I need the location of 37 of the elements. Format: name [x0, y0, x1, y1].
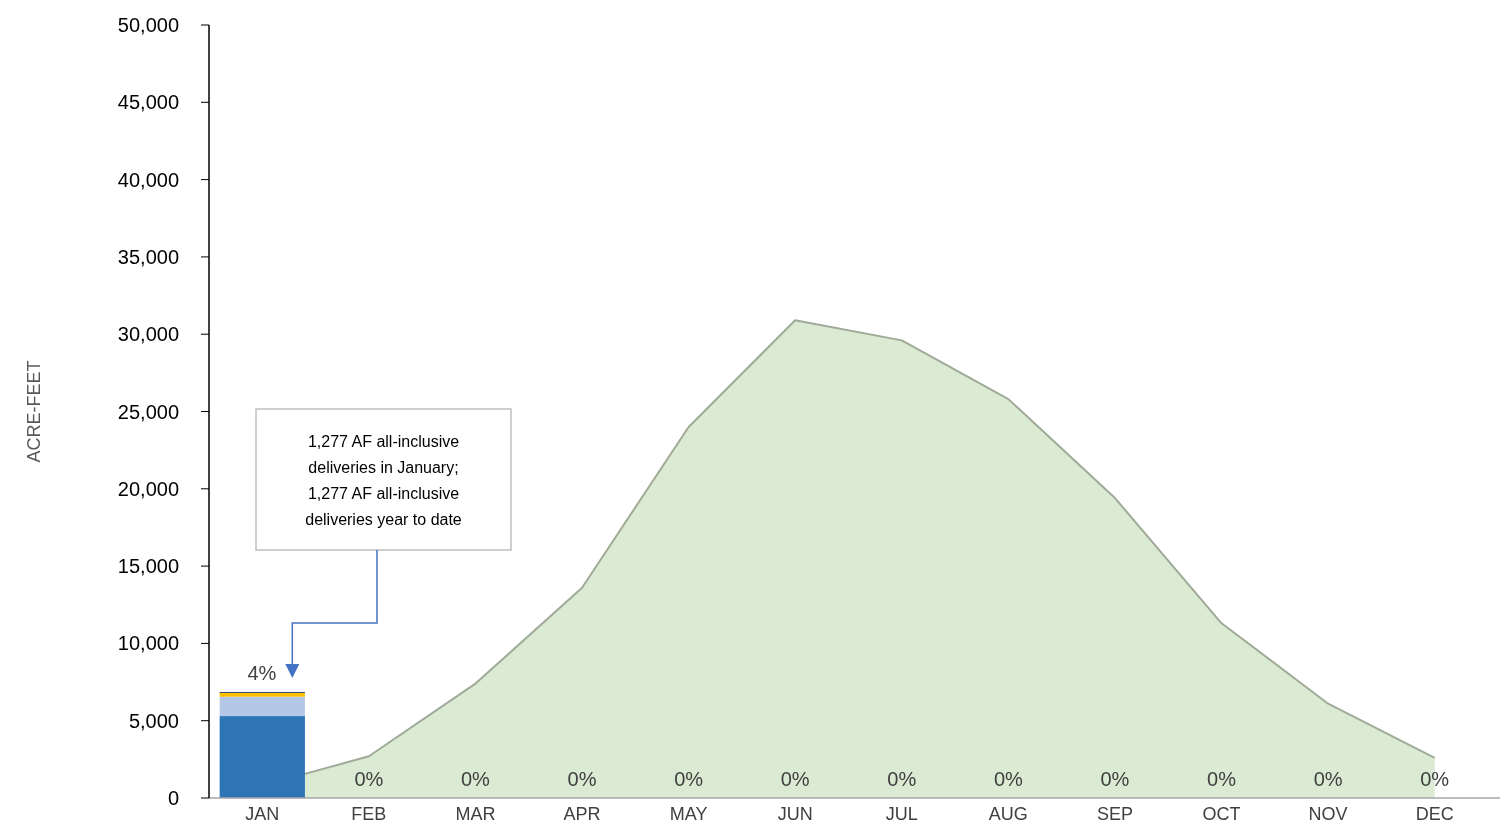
- annotation: 0%: [1207, 768, 1237, 790]
- annotation: 0%: [993, 768, 1024, 790]
- y-tick-label: 0: [167, 787, 179, 809]
- x-tick-label: JUN: [777, 804, 813, 823]
- x-tick-label: MAY: [669, 804, 708, 823]
- x-tick-label: DEC: [1415, 804, 1454, 823]
- annotation: 0%: [1100, 768, 1130, 790]
- y-tick-label: 40,000: [117, 168, 179, 191]
- x-tick-label: MAR: [455, 804, 496, 823]
- y-tick-label: 10,000: [117, 632, 179, 655]
- annotation: 4%: [247, 661, 277, 684]
- annotation: 0%: [1313, 768, 1343, 790]
- y-tick-label: 5,000: [128, 709, 179, 732]
- y-tick-label: 20,000: [117, 477, 179, 500]
- annotation: 0%: [354, 768, 384, 790]
- x-tick-label: JAN: [245, 804, 280, 823]
- x-tick-label: FEB: [351, 804, 387, 823]
- x-tick-label: OCT: [1202, 804, 1241, 823]
- annotation: 0%: [1420, 768, 1450, 790]
- y-tick-label: 15,000: [117, 555, 179, 578]
- y-tick-label: 25,000: [117, 400, 179, 423]
- annotation: 0%: [567, 768, 597, 790]
- x-tick-label: JUL: [885, 804, 918, 823]
- annotation: 1,277 AF all-inclusive deliveries in January; 1,277 AF all-inclusive deliveries year to date: [305, 433, 462, 528]
- x-tick-label: AUG: [988, 804, 1028, 823]
- x-tick-label: APR: [563, 804, 601, 823]
- annotation: 0%: [674, 768, 704, 790]
- y-tick-label: 50,000: [117, 14, 179, 36]
- annotation: 0%: [780, 768, 810, 790]
- annotation: 0%: [887, 768, 917, 790]
- x-tick-label: NOV: [1308, 804, 1348, 823]
- x-tick-label: SEP: [1096, 804, 1133, 823]
- y-tick-label: 30,000: [117, 323, 179, 346]
- annotation: 0%: [461, 768, 491, 790]
- y-tick-label: 45,000: [117, 91, 179, 114]
- y-axis-title: ACRE-FEET: [24, 360, 44, 463]
- y-tick-label: 35,000: [117, 245, 179, 268]
